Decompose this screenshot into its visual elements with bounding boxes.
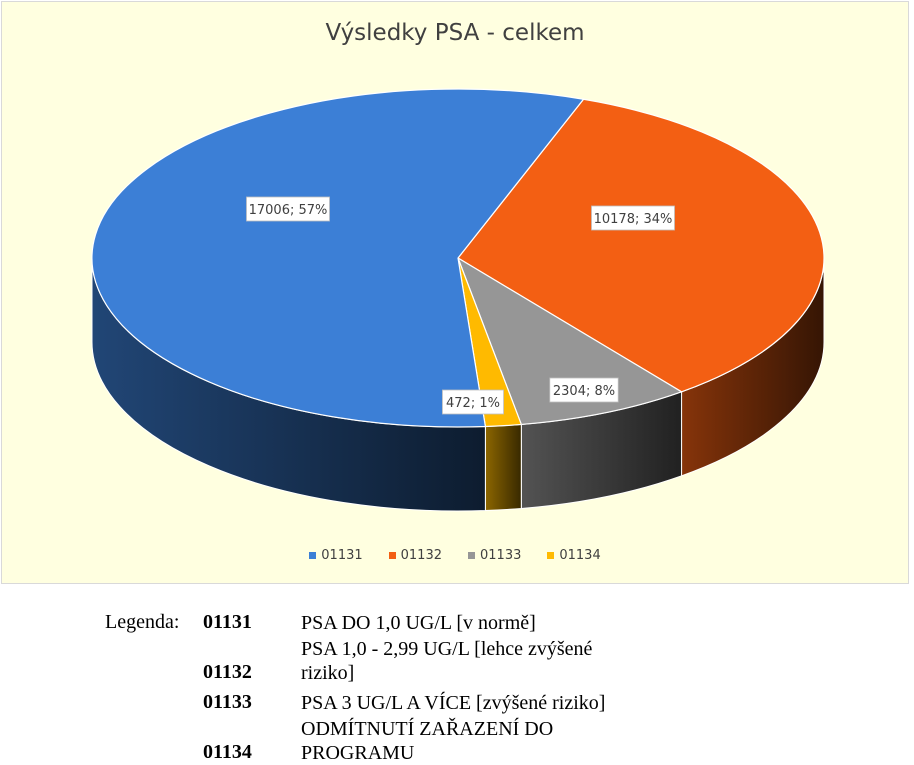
legend-label: 01133 (480, 548, 522, 563)
legend-code: 01132 (203, 661, 252, 683)
legend-swatch (388, 552, 396, 559)
legend-desc: PSA 3 UG/L A VÍCE [zvýšené riziko] (301, 692, 606, 714)
data-label: 2304; 8% (549, 377, 619, 403)
legend-desc: PSA 1,0 - 2,99 UG/L [lehce zvýšené rizik… (301, 638, 593, 684)
data-label: 472; 1% (442, 389, 504, 415)
legend-code: 01134 (203, 741, 252, 763)
chart-title: Výsledky PSA - celkem (325, 20, 585, 46)
legend-label: 01131 (321, 548, 363, 563)
data-label: 17006; 57% (246, 196, 330, 222)
legend-desc: PSA DO 1,0 UG/L [v normě] (301, 612, 536, 634)
svg-text:2304; 8%: 2304; 8% (553, 384, 615, 399)
svg-text:472; 1%: 472; 1% (446, 396, 500, 411)
legend-item-01131: 01131 (309, 548, 363, 563)
legend-swatch (468, 552, 475, 559)
svg-text:17006; 57%: 17006; 57% (249, 203, 328, 218)
pie-slice-01131 (91, 88, 585, 428)
pie-slice-01132 (457, 98, 825, 393)
legend-item-01132: 01132 (388, 548, 442, 563)
data-label: 10178; 34% (591, 205, 675, 231)
pie-slice-01133 (456, 256, 683, 426)
pie-side-01134 (484, 423, 522, 512)
svg-text:10178; 34%: 10178; 34% (594, 212, 673, 227)
chart-area: Výsledky PSA - celkem 10178; 34% 2304; 8%… (1, 1, 909, 584)
legend-item-01133: 01133 (468, 548, 521, 563)
legend-code: 01133 (203, 691, 252, 713)
legend-label: 01132 (400, 548, 442, 563)
pie-chart: 10178; 34% 2304; 8% 472; 1% 17006; 57% (91, 88, 825, 512)
legend-swatch (547, 552, 555, 559)
legend-heading: Legenda: (105, 611, 180, 633)
chart-legend: 01131 01132 01133 01134 (2, 548, 908, 563)
legend-desc: ODMÍTNUTÍ ZAŘAZENÍ DO PROGRAMU (301, 718, 554, 764)
legend-label: 01134 (559, 548, 601, 563)
legend-swatch (309, 552, 317, 559)
legend-item-01134: 01134 (547, 548, 601, 563)
legend-code: 01131 (203, 611, 252, 633)
